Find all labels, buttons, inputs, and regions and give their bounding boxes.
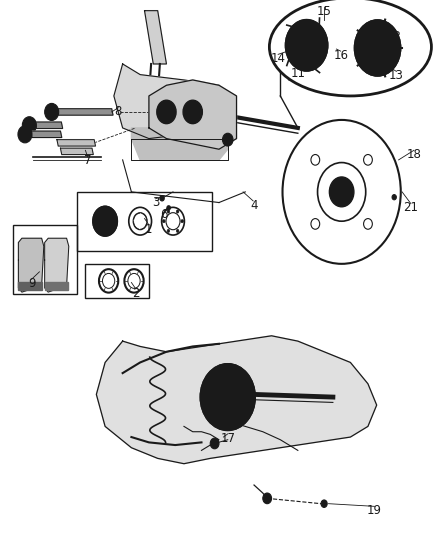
Circle shape bbox=[210, 438, 219, 449]
Circle shape bbox=[18, 126, 32, 143]
Circle shape bbox=[380, 64, 385, 70]
Polygon shape bbox=[45, 282, 68, 290]
Text: 12: 12 bbox=[387, 30, 402, 43]
Text: 16: 16 bbox=[333, 49, 348, 62]
Circle shape bbox=[361, 56, 367, 63]
Polygon shape bbox=[60, 148, 93, 155]
Circle shape bbox=[231, 418, 237, 425]
Circle shape bbox=[300, 37, 314, 54]
Text: 1: 1 bbox=[145, 223, 153, 236]
Circle shape bbox=[181, 220, 184, 223]
Text: 19: 19 bbox=[367, 504, 382, 517]
Circle shape bbox=[372, 42, 383, 54]
Circle shape bbox=[167, 210, 170, 213]
Text: 9: 9 bbox=[28, 277, 35, 290]
Circle shape bbox=[319, 31, 325, 38]
Circle shape bbox=[355, 20, 400, 76]
Bar bbox=[77, 192, 212, 251]
Polygon shape bbox=[45, 238, 69, 292]
Text: 7: 7 bbox=[84, 155, 92, 167]
Text: 2: 2 bbox=[132, 287, 140, 300]
Text: 18: 18 bbox=[406, 148, 421, 161]
Circle shape bbox=[392, 45, 397, 51]
Circle shape bbox=[208, 378, 214, 386]
Circle shape bbox=[286, 20, 328, 71]
Circle shape bbox=[289, 53, 294, 59]
Circle shape bbox=[183, 100, 202, 124]
Text: 13: 13 bbox=[389, 69, 404, 82]
Polygon shape bbox=[114, 64, 228, 139]
Circle shape bbox=[167, 229, 170, 232]
Bar bbox=[85, 264, 149, 298]
Circle shape bbox=[319, 53, 325, 59]
Circle shape bbox=[93, 206, 117, 236]
Polygon shape bbox=[18, 282, 42, 290]
Circle shape bbox=[231, 369, 237, 376]
Polygon shape bbox=[96, 336, 377, 464]
Circle shape bbox=[263, 493, 272, 504]
Text: 15: 15 bbox=[317, 5, 332, 18]
Circle shape bbox=[304, 21, 309, 27]
Polygon shape bbox=[31, 131, 62, 138]
Circle shape bbox=[289, 31, 294, 38]
Circle shape bbox=[304, 63, 309, 70]
Bar bbox=[13, 225, 77, 294]
Circle shape bbox=[321, 500, 327, 507]
Polygon shape bbox=[18, 238, 44, 292]
Circle shape bbox=[201, 364, 255, 430]
Text: 21: 21 bbox=[403, 201, 418, 214]
Ellipse shape bbox=[269, 0, 431, 96]
Circle shape bbox=[361, 33, 367, 39]
Circle shape bbox=[208, 408, 214, 416]
Circle shape bbox=[329, 177, 354, 207]
Polygon shape bbox=[57, 109, 113, 115]
Text: 17: 17 bbox=[220, 432, 235, 445]
Text: 14: 14 bbox=[271, 52, 286, 65]
Polygon shape bbox=[149, 80, 237, 149]
Circle shape bbox=[223, 133, 233, 146]
Circle shape bbox=[157, 100, 176, 124]
Polygon shape bbox=[131, 128, 228, 160]
Text: 4: 4 bbox=[250, 199, 258, 212]
Text: 5: 5 bbox=[25, 122, 32, 134]
Text: 3: 3 bbox=[152, 196, 159, 209]
Text: 6: 6 bbox=[160, 208, 168, 221]
Polygon shape bbox=[35, 122, 63, 128]
Circle shape bbox=[246, 393, 252, 401]
Circle shape bbox=[176, 229, 179, 232]
Circle shape bbox=[221, 389, 234, 405]
Polygon shape bbox=[57, 140, 95, 146]
Circle shape bbox=[176, 210, 179, 213]
Circle shape bbox=[167, 206, 170, 210]
Circle shape bbox=[392, 195, 396, 200]
Circle shape bbox=[380, 26, 385, 32]
Polygon shape bbox=[145, 11, 166, 64]
Circle shape bbox=[162, 220, 165, 223]
Circle shape bbox=[160, 196, 164, 201]
Circle shape bbox=[45, 103, 59, 120]
Circle shape bbox=[22, 117, 36, 134]
Text: 8: 8 bbox=[115, 106, 122, 118]
Circle shape bbox=[48, 107, 56, 117]
Text: 11: 11 bbox=[290, 67, 305, 80]
